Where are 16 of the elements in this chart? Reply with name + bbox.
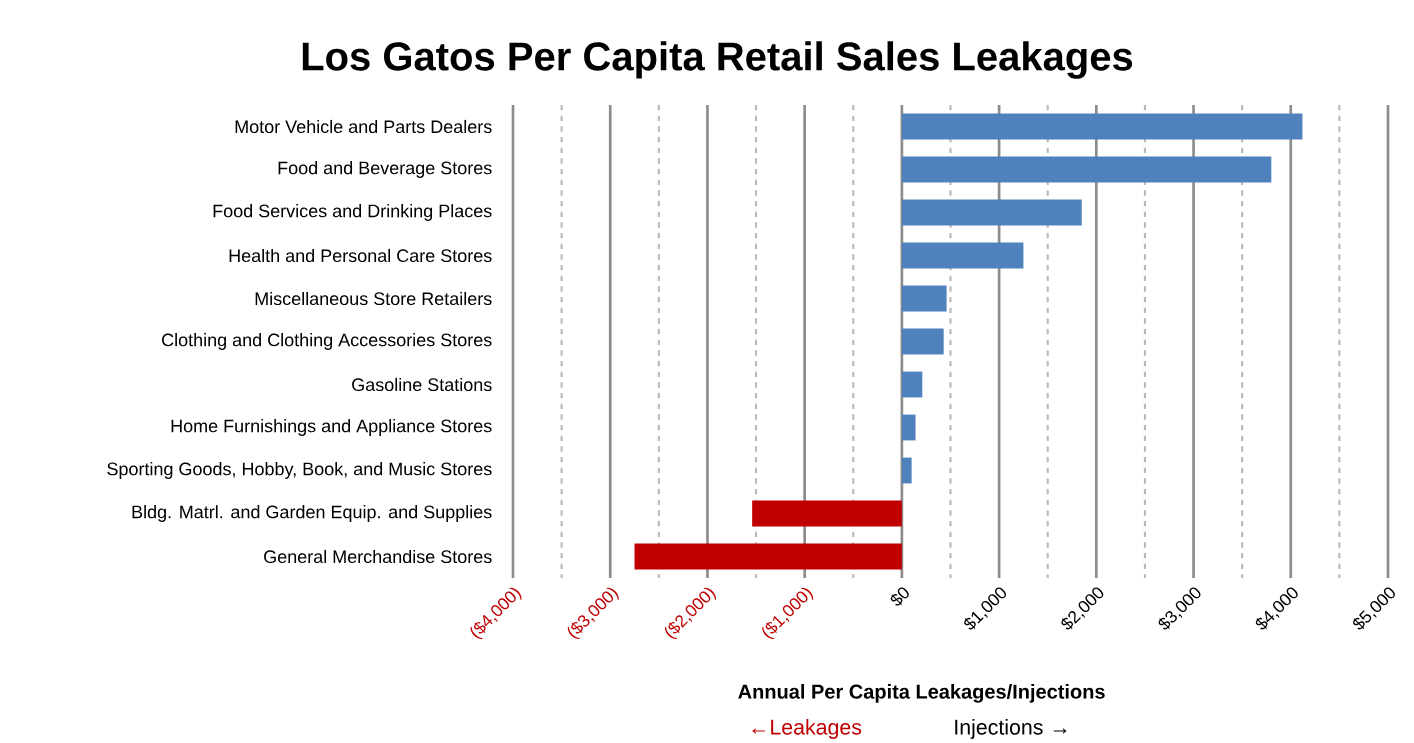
y-tick-label: Gasoline Stations [352, 377, 492, 391]
text: ←Leakages [752, 718, 862, 739]
x-axis-title: Annual Per Capita Leakages/Injections [738, 683, 1105, 703]
y-tick-label: Clothing and Clothing Accessories Stores [162, 332, 492, 350]
y-tick-label: Home Furnishings and Appliance Stores [171, 418, 492, 436]
y-tick-label: Sporting Goods, Hobby, Book, and Music Stores [107, 461, 492, 479]
y-tick-label: Motor Vehicle and Parts Dealers [235, 119, 492, 133]
y-tick-label: Bldg. Matrl. and Garden Equip. and Supplies [132, 504, 492, 522]
y-tick-label: Health and Personal Care Stores [229, 248, 492, 262]
y-tick-label: Food Services and Drinking Places [213, 203, 492, 221]
x-tick-label: $0 [890, 587, 909, 606]
y-tick-label: Food and Beverage Stores [278, 160, 492, 178]
y-tick-label: General Merchandise Stores [264, 549, 492, 563]
y-tick-label: Miscellaneous Store Retailers [255, 291, 492, 305]
text: Injections → [955, 718, 1067, 739]
chart-title: Los Gatos Per Capita Retail Sales Leakages [302, 41, 1133, 79]
